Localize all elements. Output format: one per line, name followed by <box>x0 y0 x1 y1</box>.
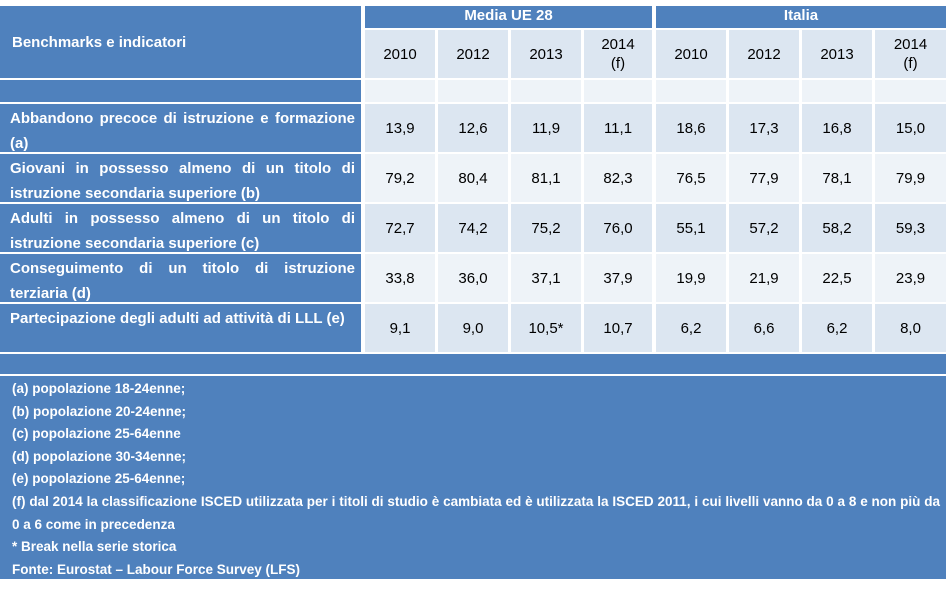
value-cell: 80,4 <box>438 154 508 202</box>
header-row-label: Benchmarks e indicatori <box>12 34 187 51</box>
value-cell: 75,2 <box>511 204 581 252</box>
notes-block: (a) popolazione 18-24enne; (b) popolazio… <box>0 376 946 579</box>
row-label: Giovani in possesso almeno di un titolo … <box>0 154 361 202</box>
value-cell: 82,3 <box>584 154 652 202</box>
value-cell: 18,6 <box>656 104 726 152</box>
value-cell: 79,2 <box>365 154 435 202</box>
value-cell: 12,6 <box>438 104 508 152</box>
spacer-cell <box>656 80 726 102</box>
year-header: 2013 <box>802 30 872 78</box>
value-cell: 8,0 <box>875 304 946 352</box>
value-cell: 15,0 <box>875 104 946 152</box>
note-line: (b) popolazione 20-24enne; <box>12 403 187 419</box>
row-label: Adulti in possesso almeno di un titolo d… <box>0 204 361 252</box>
value-cell: 76,5 <box>656 154 726 202</box>
value-cell: 9,0 <box>438 304 508 352</box>
value-cell: 79,9 <box>875 154 946 202</box>
separator-row <box>0 354 946 374</box>
value-cell: 19,9 <box>656 254 726 302</box>
value-cell: 21,9 <box>729 254 799 302</box>
value-cell: 23,9 <box>875 254 946 302</box>
value-cell: 59,3 <box>875 204 946 252</box>
spacer-cell <box>365 80 435 102</box>
year-header: 2012 <box>729 30 799 78</box>
value-cell: 58,2 <box>802 204 872 252</box>
value-cell: 10,7 <box>584 304 652 352</box>
note-line: * Break nella serie storica <box>12 539 177 555</box>
value-cell: 81,1 <box>511 154 581 202</box>
value-cell: 6,6 <box>729 304 799 352</box>
value-cell: 78,1 <box>802 154 872 202</box>
spacer-cell <box>802 80 872 102</box>
value-cell: 9,1 <box>365 304 435 352</box>
value-cell: 74,2 <box>438 204 508 252</box>
value-cell: 37,1 <box>511 254 581 302</box>
value-cell: 11,1 <box>584 104 652 152</box>
value-cell: 16,8 <box>802 104 872 152</box>
value-cell: 10,5* <box>511 304 581 352</box>
value-cell: 22,5 <box>802 254 872 302</box>
row-label: Conseguimento di un titolo di istruzione… <box>0 254 361 302</box>
group-header-it: Italia <box>656 6 946 28</box>
value-cell: 6,2 <box>656 304 726 352</box>
year-header: 2010 <box>656 30 726 78</box>
spacer-cell <box>875 80 946 102</box>
value-cell: 77,9 <box>729 154 799 202</box>
note-line: (d) popolazione 30-34enne; <box>12 448 187 464</box>
row-label: Abbandono precoce di istruzione e formaz… <box>0 104 361 152</box>
year-header: 2013 <box>511 30 581 78</box>
note-line: (e) popolazione 25-64enne; <box>12 471 186 487</box>
value-cell: 13,9 <box>365 104 435 152</box>
year-header: 2010 <box>365 30 435 78</box>
value-cell: 55,1 <box>656 204 726 252</box>
note-line: (c) popolazione 25-64enne <box>12 426 181 442</box>
note-line: (a) popolazione 18-24enne; <box>12 381 186 396</box>
value-cell: 37,9 <box>584 254 652 302</box>
value-cell: 57,2 <box>729 204 799 252</box>
note-line: Fonte: Eurostat – Labour Force Survey (L… <box>12 561 301 577</box>
value-cell: 17,3 <box>729 104 799 152</box>
header-row-label-cell: Benchmarks e indicatori <box>0 6 361 78</box>
year-header: 2012 <box>438 30 508 78</box>
value-cell: 36,0 <box>438 254 508 302</box>
value-cell: 6,2 <box>802 304 872 352</box>
value-cell: 76,0 <box>584 204 652 252</box>
spacer-cell <box>0 80 361 102</box>
year-header: 2014 (f) <box>875 30 946 78</box>
row-label: Partecipazione degli adulti ad attività … <box>0 304 361 352</box>
spacer-cell <box>438 80 508 102</box>
value-cell: 72,7 <box>365 204 435 252</box>
group-header-eu: Media UE 28 <box>365 6 652 28</box>
spacer-cell <box>729 80 799 102</box>
spacer-cell <box>584 80 652 102</box>
value-cell: 11,9 <box>511 104 581 152</box>
note-line: (f) dal 2014 la classificazione ISCED ut… <box>12 493 940 532</box>
spacer-cell <box>511 80 581 102</box>
year-header: 2014 (f) <box>584 30 652 78</box>
value-cell: 33,8 <box>365 254 435 302</box>
